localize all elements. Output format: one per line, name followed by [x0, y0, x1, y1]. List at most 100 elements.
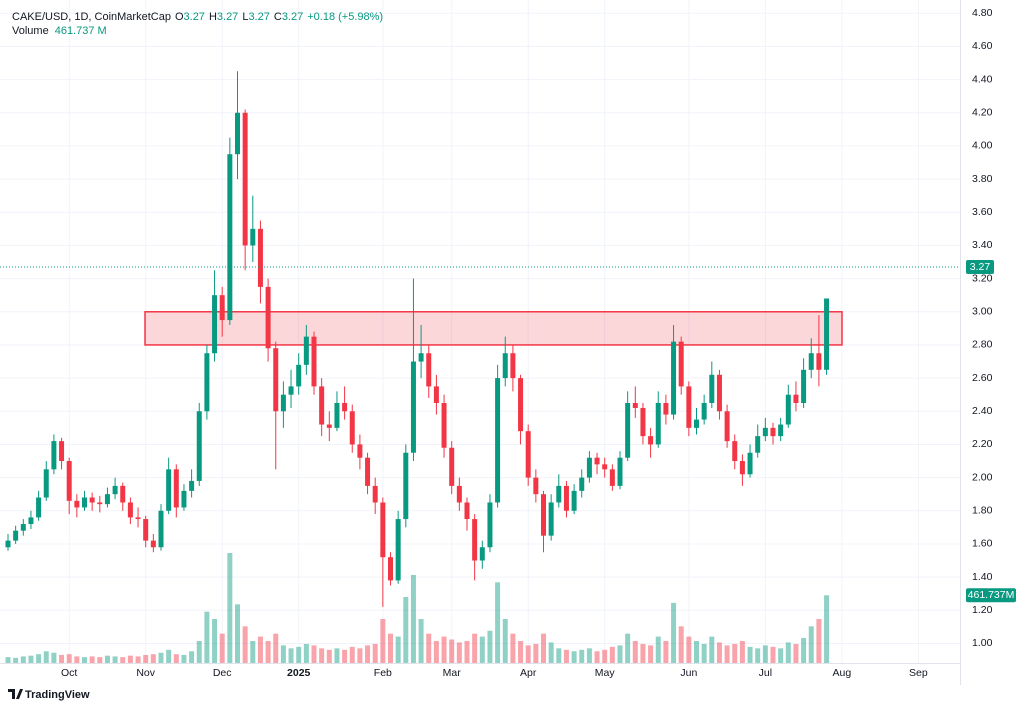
y-tick-label: 1.80: [972, 505, 993, 517]
volume-bar: [227, 553, 233, 663]
candle-body: [502, 353, 508, 379]
volume-bar: [28, 655, 34, 663]
volume-bar: [150, 654, 156, 663]
zone-layer: [144, 311, 843, 346]
candle-body: [372, 485, 378, 503]
candle-body: [112, 485, 118, 495]
x-tick-label: Apr: [520, 667, 537, 679]
volume-legend: Volume 461.737 M: [12, 25, 107, 37]
candle-body: [785, 394, 791, 425]
volume-tag-bg: [966, 588, 1016, 603]
candle-body: [257, 228, 263, 287]
candle-body: [487, 502, 493, 548]
candle-body: [51, 441, 57, 470]
candle-body: [426, 353, 432, 387]
volume-bar: [120, 657, 126, 663]
volume-bar: [541, 633, 546, 663]
candle-body: [655, 402, 661, 445]
volume-bar: [617, 645, 623, 663]
candle-body: [212, 295, 218, 354]
candle-body: [586, 457, 592, 478]
candle-body: [495, 378, 501, 503]
candle-body: [219, 295, 225, 321]
volume-bar: [793, 643, 799, 663]
volume-bar: [495, 582, 501, 663]
candle-body: [617, 457, 623, 486]
candle-body: [778, 424, 784, 437]
candle-body: [456, 485, 462, 503]
y-tick-label: 2.40: [972, 405, 993, 417]
x-tick-label: Jul: [759, 667, 772, 679]
volume-bar: [166, 649, 172, 663]
volume-bar: [701, 643, 707, 663]
y-tick-label: 4.00: [972, 140, 993, 152]
volume-bar: [632, 641, 638, 663]
volume-bar: [594, 651, 600, 663]
candle-body: [5, 540, 11, 548]
volume-bar: [319, 648, 325, 663]
volume-label: Volume: [12, 25, 49, 37]
candle-body: [342, 402, 348, 412]
candle-body: [594, 457, 600, 465]
candle-body: [288, 386, 294, 395]
candle-layer: [5, 71, 830, 607]
volume-bar: [518, 641, 524, 663]
volume-bar: [181, 654, 187, 663]
candle-body: [701, 402, 707, 420]
candle-body: [464, 502, 470, 520]
brand-name: TradingView: [25, 689, 90, 701]
volume-bar: [127, 655, 133, 663]
x-tick-label: Mar: [443, 667, 462, 679]
volume-bar: [288, 648, 294, 663]
volume-bar: [326, 649, 332, 663]
y-tick-label: 3.60: [972, 206, 993, 218]
volume-bar: [816, 619, 822, 663]
candle-body: [579, 477, 585, 491]
x-tick-label: 2025: [287, 667, 311, 679]
volume-bar: [265, 641, 271, 663]
volume-bar: [20, 656, 26, 663]
y-tick-label: 2.20: [972, 438, 993, 450]
candle-body: [410, 361, 416, 453]
candle-body: [357, 444, 363, 458]
x-tick-label: Aug: [833, 667, 852, 679]
volume-bar: [464, 641, 470, 663]
candle-body: [709, 374, 715, 403]
x-tick-label: Jun: [680, 667, 697, 679]
volume-bar: [433, 641, 439, 663]
price-tag-bg: [966, 259, 994, 274]
candle-body: [816, 353, 822, 370]
candle-body: [403, 452, 409, 520]
candle-body: [173, 469, 179, 508]
candle-body: [824, 298, 830, 370]
ohlc-value: 3.27: [217, 11, 238, 23]
volume-bar: [89, 656, 95, 663]
volume-bar: [510, 633, 516, 663]
candle-body: [74, 500, 80, 508]
volume-bar: [686, 636, 692, 663]
volume-bar: [449, 639, 455, 663]
volume-bar: [372, 643, 378, 663]
volume-bar: [112, 656, 118, 663]
candle-body: [510, 353, 516, 379]
candle-body: [143, 519, 149, 541]
volume-bar: [663, 641, 669, 663]
x-tick-label: Oct: [61, 667, 77, 679]
candle-body: [388, 557, 393, 581]
y-tick-label: 4.20: [972, 107, 993, 119]
volume-bar: [296, 646, 302, 663]
candle-body: [640, 407, 646, 437]
volume-bar: [303, 643, 309, 663]
volume-bar: [441, 636, 447, 663]
candle-body: [227, 154, 233, 321]
volume-bar: [655, 636, 661, 663]
volume-bar: [640, 643, 646, 663]
candle-body: [311, 336, 317, 387]
candle-body: [43, 469, 49, 498]
candle-body: [181, 490, 187, 508]
candle-body: [158, 510, 164, 548]
volume-bar: [533, 643, 539, 663]
volume-bar: [456, 642, 462, 663]
